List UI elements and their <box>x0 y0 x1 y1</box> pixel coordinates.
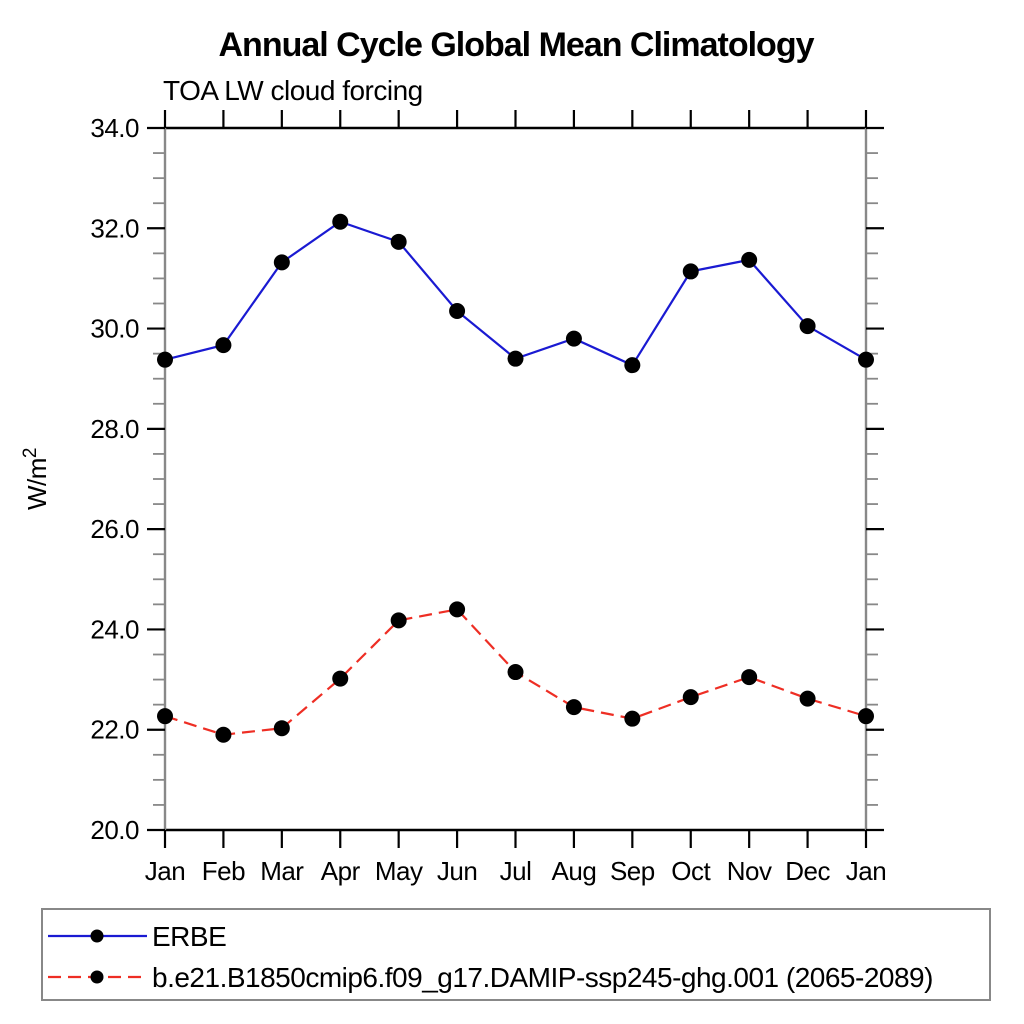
legend-marker-0 <box>90 929 104 943</box>
data-point-marker <box>273 720 290 737</box>
data-point-marker <box>682 689 699 706</box>
y-tick-label: 32.0 <box>90 213 139 243</box>
legend-frame <box>41 908 991 1001</box>
data-point-marker <box>741 669 758 686</box>
x-tick-label: Apr <box>321 856 361 886</box>
data-point-marker <box>507 664 524 681</box>
y-tick-label: 24.0 <box>90 614 139 644</box>
x-tick-label: May <box>375 856 423 886</box>
data-point-marker <box>624 710 641 727</box>
plot-series <box>157 213 874 743</box>
data-point-marker <box>741 251 758 268</box>
data-point-marker <box>565 330 582 347</box>
x-tick-label: Jul <box>500 856 532 886</box>
legend-marker-1 <box>90 970 104 984</box>
x-tick-label: Aug <box>552 856 597 886</box>
x-tick-label: Dec <box>785 856 830 886</box>
data-point-marker <box>507 350 524 367</box>
data-point-marker <box>215 726 232 743</box>
data-point-marker <box>157 708 173 725</box>
x-tick-label: Mar <box>260 856 304 886</box>
x-tick-label: Nov <box>727 856 772 886</box>
data-point-marker <box>273 254 290 271</box>
x-tick-label: Oct <box>671 856 711 886</box>
data-point-marker <box>858 351 874 368</box>
y-axis-label: W/m2 <box>20 448 52 510</box>
data-point-marker <box>449 303 466 320</box>
x-tick-label: Jan <box>145 856 185 886</box>
legend-box: ERBE b.e21.B1850cmip6.f09_g17.DAMIP-ssp24… <box>41 908 991 1001</box>
axes-and-ticks: 20.0 22.0 24.0 26.0 28.0 30.0 32.0 34.0 Jan Feb Ma… <box>90 110 887 886</box>
y-tick-label: 34.0 <box>90 113 139 143</box>
data-point-marker <box>449 601 466 618</box>
y-tick-label: 22.0 <box>90 715 139 745</box>
data-point-marker <box>858 708 874 725</box>
y-axis-label-main: W/m <box>22 458 52 510</box>
chart-title: Annual Cycle Global Mean Climatology <box>219 26 815 64</box>
x-tick-label: Jun <box>437 856 477 886</box>
data-point-marker <box>390 233 407 250</box>
y-tick-label: 30.0 <box>90 314 139 344</box>
data-point-marker <box>332 213 349 230</box>
data-point-marker <box>215 337 232 354</box>
data-point-marker <box>799 690 816 707</box>
chart-subtitle: TOA LW cloud forcing <box>163 75 423 106</box>
y-tick-label: 20.0 <box>90 815 139 845</box>
data-point-marker <box>624 357 641 374</box>
data-point-marker <box>390 612 407 629</box>
legend-entry-label-1: b.e21.B1850cmip6.f09_g17.DAMIP-ssp245-gh… <box>152 962 933 993</box>
data-point-marker <box>799 318 816 335</box>
data-point-marker <box>682 263 699 280</box>
legend-entry-label-0: ERBE <box>152 921 226 952</box>
x-tick-label: Jan <box>846 856 886 886</box>
x-tick-label: Sep <box>610 856 655 886</box>
series-line-0 <box>164 220 867 367</box>
y-axis-label-superscript: 2 <box>20 448 41 458</box>
data-point-marker <box>565 699 582 716</box>
data-point-marker <box>157 351 173 368</box>
x-tick-label: Feb <box>202 856 245 886</box>
y-tick-label: 26.0 <box>90 514 139 544</box>
data-point-marker <box>332 670 349 687</box>
y-tick-label: 28.0 <box>90 414 139 444</box>
